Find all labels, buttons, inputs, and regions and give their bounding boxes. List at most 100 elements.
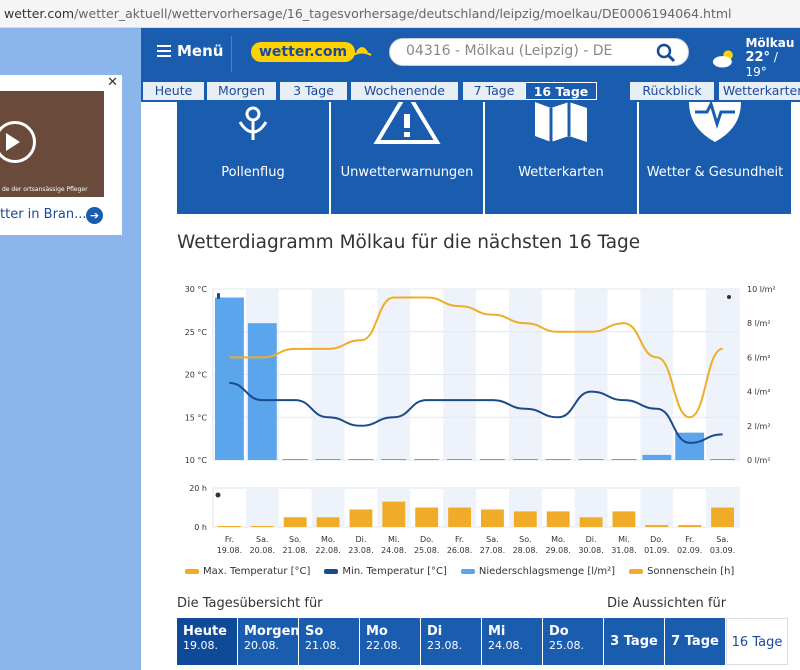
day-label: Di. [586, 535, 597, 544]
cloud-sun-icon [712, 49, 733, 67]
legend-item: Min. Temperatur [°C] [324, 566, 447, 577]
location-search[interactable] [389, 38, 689, 66]
legend-label: Sonnenschein [h] [647, 566, 735, 577]
date-label: 02.09. [677, 546, 702, 555]
outlook-tab-16-tage[interactable]: 16 Tage [726, 618, 788, 665]
day-tab-mi[interactable]: Mi 24.08. [482, 618, 543, 665]
tile-wetterkarten[interactable]: Wetterkarten [485, 102, 637, 214]
day-name: Morgen [244, 624, 300, 639]
day-date: 20.08. [244, 639, 279, 652]
date-label: 20.08. [250, 546, 275, 555]
current-weather[interactable]: Mölkau 22° / 19° [711, 36, 800, 79]
ad-video[interactable]: de der ortsansässige Pfleger [0, 91, 104, 197]
menu-button[interactable]: Menü [157, 42, 223, 60]
day-label: Sa. [486, 535, 499, 544]
day-label: Fr. [225, 535, 234, 544]
day-tab-do[interactable]: Do 25.08. [543, 618, 604, 665]
tile-label: Wetterkarten [518, 165, 604, 180]
day-date: 22.08. [366, 639, 401, 652]
close-icon[interactable]: ✕ [107, 75, 118, 90]
rain-bar [642, 454, 672, 460]
tab-wochenende[interactable]: Wochenende [351, 82, 458, 100]
ad-caption: de der ortsansässige Pfleger [2, 186, 88, 193]
day-tab-di[interactable]: Di 23.08. [421, 618, 482, 665]
play-icon[interactable] [0, 121, 36, 163]
tab-rueckblick[interactable]: Rückblick [630, 82, 714, 100]
hamburger-icon [157, 45, 171, 57]
tab-morgen[interactable]: Morgen [207, 82, 276, 100]
day-date: 19.08. [183, 639, 218, 652]
rain-tick-label: 4 l/m² [747, 388, 771, 397]
tile-label: Pollenflug [221, 165, 285, 180]
ad-link-text[interactable]: tter in Bran... [0, 207, 87, 222]
day-label: Sa. [716, 535, 729, 544]
sun-bar [218, 526, 241, 527]
day-stripe [640, 488, 674, 527]
sun-bar [579, 517, 603, 527]
sun-bar [481, 509, 504, 527]
site-logo[interactable]: wetter.com [251, 42, 356, 62]
address-bar[interactable]: wetter.com/wetter_aktuell/wettervorhersa… [0, 0, 800, 28]
sun-bar [513, 511, 537, 527]
tab-16-tage[interactable]: 16 Tage [525, 82, 597, 100]
forecast-tabs: Heute Morgen 3 Tage Wochenende 7 Tage 16… [141, 80, 800, 102]
rain-tick-label: 10 l/m² [747, 285, 776, 294]
date-label: 25.08. [414, 546, 439, 555]
legend-item: Max. Temperatur [°C] [185, 566, 310, 577]
date-label: 29.08. [545, 546, 570, 555]
sun-bar [645, 525, 669, 527]
date-label: 30.08. [578, 546, 603, 555]
day-tab-heute[interactable]: Heute 19.08. [177, 618, 238, 665]
flower-icon [238, 106, 268, 140]
day-name: Di [427, 624, 443, 639]
tile-pollenflug[interactable]: Pollenflug [177, 102, 329, 214]
warning-icon [373, 102, 441, 144]
search-input[interactable] [406, 43, 646, 59]
overview-days: Heute 19.08. Morgen 20.08. So 21.08. Mo 22.0… [177, 618, 788, 665]
day-name: So [305, 624, 324, 639]
day-label: Fr. [685, 535, 694, 544]
rain-tick-label: 0 l/m² [747, 456, 771, 465]
current-temp-low: / 19° [745, 50, 778, 79]
day-tab-morgen[interactable]: Morgen 20.08. [238, 618, 300, 665]
outlook-tab-7-tage[interactable]: 7 Tage [665, 618, 726, 665]
day-name: Do [549, 624, 569, 639]
legend-swatch [629, 569, 644, 574]
day-date: 25.08. [549, 639, 584, 652]
sun-bar [678, 525, 702, 527]
max-temp-line [229, 296, 723, 419]
tab-heute[interactable]: Heute [143, 82, 204, 100]
sun-bar [283, 517, 307, 527]
arrow-right-icon[interactable]: ➔ [86, 207, 103, 224]
video-ad[interactable]: ✕ de der ortsansässige Pfleger tter in B… [0, 75, 122, 235]
sun-bar [612, 511, 636, 527]
sun-bar [546, 511, 570, 527]
day-tab-so[interactable]: So 21.08. [299, 618, 360, 665]
search-icon[interactable] [656, 43, 676, 63]
legend-item: Niederschlagsmenge [l/m²] [460, 566, 615, 577]
rain-tick-label: 6 l/m² [747, 353, 771, 362]
day-label: So. [519, 535, 531, 544]
chart-legend: Max. Temperatur [°C] Min. Temperatur [°C… [185, 566, 734, 577]
current-temp: 22° [745, 50, 771, 65]
day-label: Fr. [455, 535, 464, 544]
tile-wetter-gesundheit[interactable]: Wetter & Gesundheit [639, 102, 791, 214]
tile-label: Unwetterwarnungen [340, 165, 474, 180]
chart-heading: Wetterdiagramm Mölkau für die nächsten 1… [177, 232, 641, 253]
day-label: Sa. [256, 535, 269, 544]
day-name: Mi [488, 624, 506, 639]
date-label: 01.09. [644, 546, 669, 555]
sun-tick-label: 0 h [194, 523, 207, 532]
tab-wetterkarten[interactable]: Wetterkarten [719, 82, 800, 100]
tile-unwetterwarnungen[interactable]: Unwetterwarnungen [331, 102, 483, 214]
map-icon [535, 102, 587, 142]
current-place: Mölkau [745, 36, 795, 50]
tab-3-tage[interactable]: 3 Tage [280, 82, 347, 100]
day-tab-mo[interactable]: Mo 22.08. [360, 618, 421, 665]
legend-swatch [324, 569, 339, 574]
tab-7-tage[interactable]: 7 Tage [463, 82, 525, 100]
outlook-tab-3-tage[interactable]: 3 Tage [604, 618, 665, 665]
sun-bar [415, 507, 439, 527]
sun-tick-label: 20 h [189, 484, 207, 493]
day-name: Mo [366, 624, 388, 639]
